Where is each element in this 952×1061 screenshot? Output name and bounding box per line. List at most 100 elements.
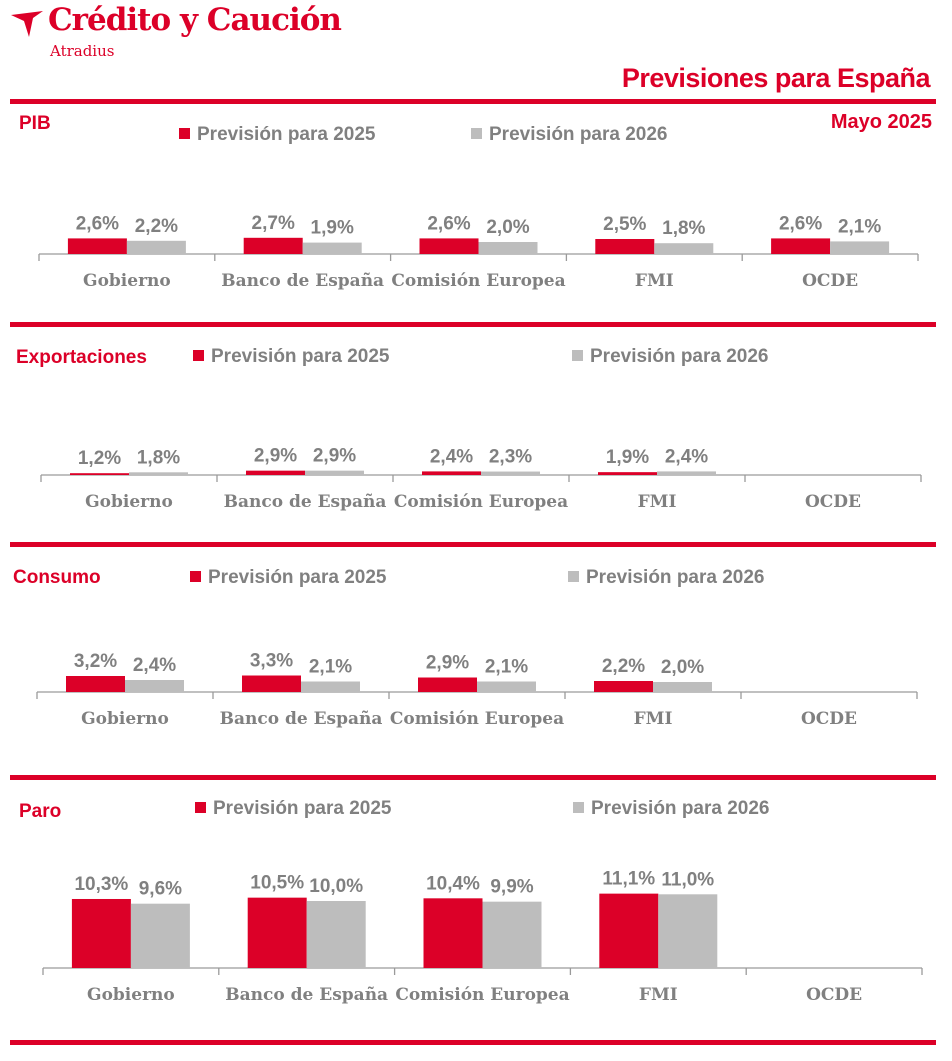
- data-label: 1,8%: [137, 447, 180, 468]
- data-label: 2,2%: [135, 216, 178, 237]
- legend-label: Previsión para 2026: [489, 124, 668, 145]
- brand-subtitle: Atradius: [50, 42, 115, 60]
- legend-2026: Previsión para 2026: [471, 124, 668, 146]
- divider-rule: [10, 542, 936, 547]
- section-title-consumo: Consumo: [13, 567, 101, 588]
- category-label: Gobierno: [81, 709, 169, 729]
- bar: [126, 240, 186, 254]
- divider-rule: [10, 322, 936, 327]
- bar: [654, 243, 714, 254]
- bar: [598, 472, 657, 475]
- legend-2026: Previsión para 2026: [568, 567, 765, 589]
- bar: [481, 471, 540, 475]
- bar: [247, 897, 307, 968]
- data-label: 1,8%: [662, 218, 705, 239]
- bar: [242, 675, 301, 692]
- bar: [830, 241, 890, 254]
- data-label: 2,1%: [309, 657, 352, 678]
- data-label: 2,2%: [602, 656, 645, 677]
- bar: [594, 681, 653, 692]
- category-label: Comisión Europea: [391, 271, 565, 291]
- bar: [657, 471, 716, 475]
- data-label: 2,7%: [252, 213, 295, 234]
- data-label: 2,9%: [426, 653, 469, 674]
- data-label: 11,0%: [661, 869, 714, 890]
- data-label: 2,9%: [254, 446, 297, 467]
- legend-label: Previsión para 2026: [586, 567, 765, 588]
- bar: [130, 903, 190, 968]
- data-label: 2,4%: [665, 446, 708, 467]
- data-label: 2,6%: [76, 213, 119, 234]
- bar: [301, 681, 360, 692]
- data-label: 2,9%: [313, 446, 356, 467]
- data-label: 1,2%: [78, 448, 121, 469]
- legend-2025: Previsión para 2025: [179, 124, 376, 146]
- legend-swatch-2026: [572, 350, 583, 361]
- data-label: 2,0%: [486, 217, 529, 238]
- data-label: 2,4%: [133, 655, 176, 676]
- category-label: Gobierno: [87, 985, 175, 1005]
- bar: [477, 681, 536, 692]
- category-label: OCDE: [805, 492, 861, 512]
- category-label: FMI: [638, 492, 677, 512]
- bar: [70, 473, 129, 475]
- divider-rule: [10, 1040, 936, 1045]
- bar: [423, 898, 483, 968]
- bar: [305, 470, 364, 475]
- data-label: 3,3%: [250, 651, 293, 672]
- bar: [418, 677, 477, 692]
- legend-swatch-2026: [471, 128, 482, 139]
- data-label: 2,1%: [838, 216, 881, 237]
- legend-label: Previsión para 2025: [208, 567, 387, 588]
- atradius-plane-icon: [11, 11, 43, 37]
- bar: [125, 680, 184, 692]
- category-label: Comisión Europea: [394, 492, 568, 512]
- legend-2025: Previsión para 2025: [193, 346, 390, 368]
- legend-2026: Previsión para 2026: [573, 798, 770, 820]
- bar: [67, 238, 127, 254]
- data-label: 2,6%: [427, 213, 470, 234]
- report-date: Mayo 2025: [830, 111, 932, 133]
- bar: [478, 242, 538, 254]
- category-label: FMI: [639, 985, 678, 1005]
- legend-label: Previsión para 2025: [197, 124, 376, 145]
- bar: [246, 470, 305, 475]
- bar: [243, 237, 303, 254]
- legend-2025: Previsión para 2025: [195, 798, 392, 820]
- bar: [306, 901, 366, 968]
- bar: [658, 894, 718, 968]
- data-label: 1,9%: [311, 218, 354, 239]
- divider-rule: [10, 775, 936, 780]
- bar: [129, 472, 188, 475]
- legend-swatch-2025: [190, 571, 201, 582]
- legend-label: Previsión para 2026: [591, 798, 770, 819]
- divider-rule: [10, 99, 936, 104]
- data-label: 10,3%: [74, 874, 128, 895]
- category-label: Comisión Europea: [395, 985, 569, 1005]
- data-label: 2,1%: [485, 657, 528, 678]
- category-label: OCDE: [801, 709, 857, 729]
- legend-swatch-2026: [573, 802, 584, 813]
- category-label: Gobierno: [85, 492, 173, 512]
- category-label: Banco de España: [224, 492, 387, 512]
- category-label: Banco de España: [225, 985, 388, 1005]
- bar: [66, 676, 125, 692]
- legend-swatch-2025: [179, 128, 190, 139]
- category-label: OCDE: [802, 271, 858, 291]
- category-label: OCDE: [806, 985, 862, 1005]
- legend-swatch-2025: [195, 802, 206, 813]
- data-label: 2,6%: [779, 213, 822, 234]
- category-label: Comisión Europea: [390, 709, 564, 729]
- data-label: 1,9%: [606, 447, 649, 468]
- bar: [302, 242, 362, 254]
- category-label: Banco de España: [220, 709, 383, 729]
- bar: [599, 893, 659, 968]
- bar: [71, 898, 131, 968]
- section-title-pib: PIB: [19, 113, 51, 134]
- bar: [419, 238, 479, 254]
- bar: [422, 471, 481, 475]
- data-label: 10,5%: [250, 873, 304, 894]
- legend-swatch-2026: [568, 571, 579, 582]
- bar: [771, 238, 831, 254]
- data-label: 2,3%: [489, 447, 532, 468]
